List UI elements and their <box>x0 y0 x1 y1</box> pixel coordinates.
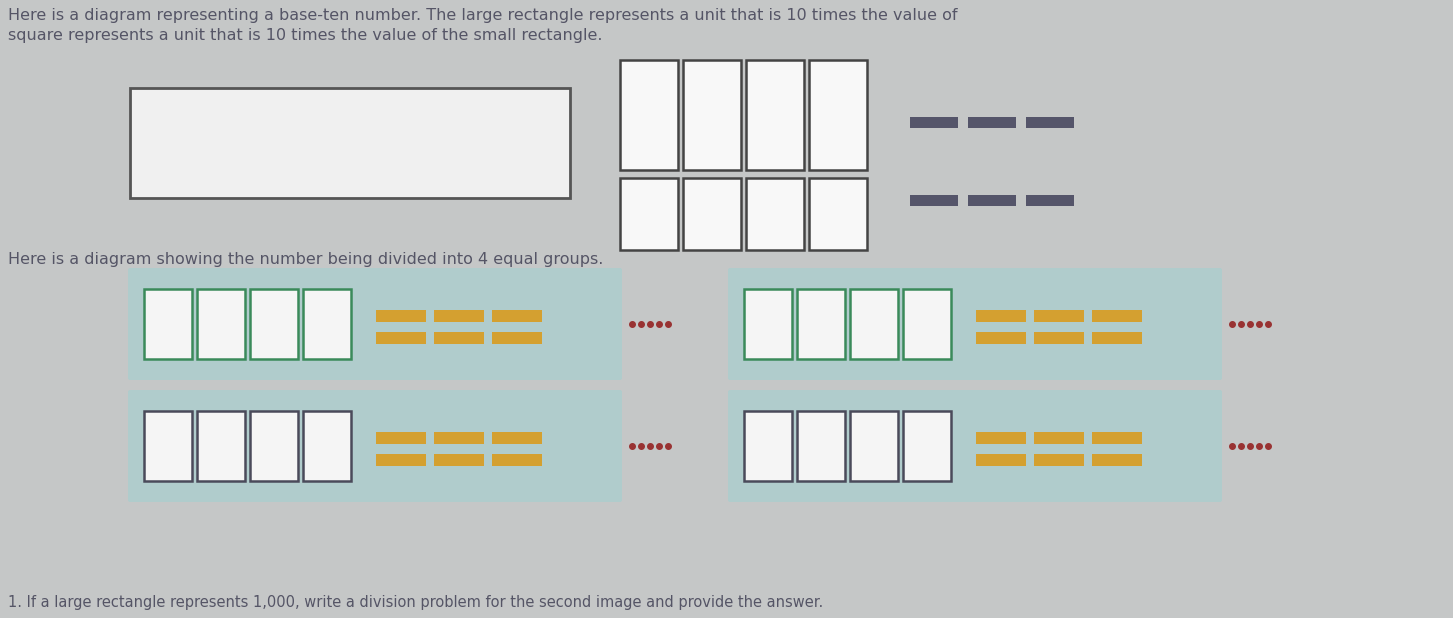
Bar <box>198 289 246 359</box>
Bar <box>744 289 792 359</box>
Bar <box>976 310 1026 322</box>
Text: 1. If a large rectangle represents 1,000, write a division problem for the secon: 1. If a large rectangle represents 1,000… <box>9 595 824 610</box>
Bar <box>809 178 867 250</box>
Bar <box>434 432 484 444</box>
Bar <box>376 332 426 344</box>
Bar <box>620 178 679 250</box>
Bar <box>809 60 867 170</box>
Bar <box>434 332 484 344</box>
Bar <box>144 411 192 481</box>
Bar <box>968 117 1016 128</box>
Bar <box>493 454 542 466</box>
Bar <box>304 289 352 359</box>
Bar <box>198 411 246 481</box>
Bar <box>434 310 484 322</box>
Bar <box>910 195 958 206</box>
Bar <box>683 178 741 250</box>
Bar <box>968 195 1016 206</box>
Bar <box>1035 432 1084 444</box>
Bar <box>1093 332 1142 344</box>
Bar <box>493 332 542 344</box>
Bar <box>798 411 846 481</box>
Bar <box>1026 195 1074 206</box>
Bar <box>976 432 1026 444</box>
Bar <box>376 432 426 444</box>
Bar <box>744 411 792 481</box>
Bar <box>902 411 952 481</box>
Bar <box>129 88 570 198</box>
FancyBboxPatch shape <box>128 390 622 502</box>
Bar <box>850 289 898 359</box>
Bar <box>493 432 542 444</box>
Bar <box>1093 454 1142 466</box>
Bar <box>910 117 958 128</box>
Bar <box>745 60 804 170</box>
Bar <box>902 289 952 359</box>
Bar <box>683 60 741 170</box>
FancyBboxPatch shape <box>128 268 622 380</box>
Bar <box>434 454 484 466</box>
Bar <box>1035 310 1084 322</box>
Bar <box>850 411 898 481</box>
Bar <box>620 60 679 170</box>
Bar <box>493 310 542 322</box>
Bar <box>1035 454 1084 466</box>
Bar <box>376 454 426 466</box>
Bar <box>250 411 298 481</box>
Bar <box>1093 432 1142 444</box>
Bar <box>1093 310 1142 322</box>
Bar <box>1035 332 1084 344</box>
Bar <box>250 289 298 359</box>
Bar <box>745 178 804 250</box>
Bar <box>144 289 192 359</box>
Bar <box>1026 117 1074 128</box>
FancyBboxPatch shape <box>728 268 1222 380</box>
Bar <box>376 310 426 322</box>
Bar <box>304 411 352 481</box>
Text: Here is a diagram representing a base-ten number. The large rectangle represents: Here is a diagram representing a base-te… <box>9 8 958 23</box>
FancyBboxPatch shape <box>728 390 1222 502</box>
Text: square represents a unit that is 10 times the value of the small rectangle.: square represents a unit that is 10 time… <box>9 28 603 43</box>
Text: Here is a diagram showing the number being divided into 4 equal groups.: Here is a diagram showing the number bei… <box>9 252 603 267</box>
Bar <box>976 454 1026 466</box>
Bar <box>798 289 846 359</box>
Bar <box>976 332 1026 344</box>
